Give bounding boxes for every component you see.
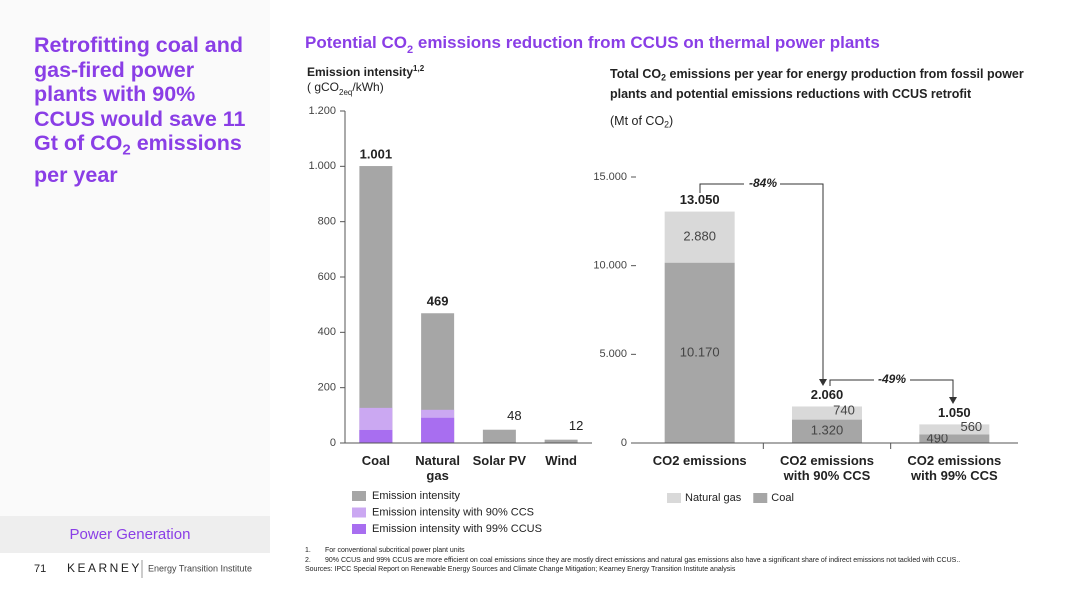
x-tick-label: Coal (361, 453, 390, 468)
value-label: 48 (507, 408, 521, 423)
legend-swatch (352, 507, 366, 518)
legend-swatch (753, 493, 768, 503)
total-label: 13.050 (680, 192, 720, 207)
annotation-bg (744, 177, 780, 191)
bar-segment (664, 262, 735, 443)
y-tick-label: 400 (318, 326, 336, 338)
section-strip (0, 516, 270, 553)
y-tick-label: 800 (318, 216, 336, 228)
x-tick-label: CO2 emissions with 99% CCS (907, 453, 1002, 483)
value-label: 740 (833, 402, 855, 417)
annotation-bg (874, 373, 910, 387)
bar (359, 166, 393, 443)
x-tick-label: Solar PV (472, 453, 527, 468)
footnote-text: 90% CCUS and 99% CCUS are more efficient… (325, 556, 961, 564)
y-tick-label: 0 (330, 437, 336, 449)
footnote: 2. 90% CCUS and 99% CCUS are more efficie… (305, 556, 1065, 566)
footer (0, 553, 270, 607)
subtitle-part: Total CO (610, 67, 662, 81)
footnote-marker: 1. (305, 547, 311, 554)
headline-part: Retrofitting coal and gas-fired power pl… (34, 33, 246, 155)
value-label: 469 (427, 294, 449, 309)
y-tick-label: 5.000 (599, 348, 627, 360)
footnotes: 1. For conventional subcritical power pla… (305, 546, 1065, 575)
subtitle-sub: 2 (661, 72, 667, 83)
y-tick-label: 1.000 (308, 160, 336, 172)
legend-swatch (352, 491, 366, 501)
bar-segment (792, 419, 862, 443)
y-tick-label: 10.000 (593, 260, 627, 272)
chart-subtitle: Total CO2 emissions per year for energy … (610, 66, 1030, 102)
legend-label: Coal (771, 492, 794, 504)
y-tick-label: 1.200 (308, 105, 336, 117)
x-tick-label: CO2 emissions (652, 453, 747, 468)
y-unit: ( gCO2eq/kWh) (307, 80, 384, 96)
legend-label: Emission intensity with 90% CCS (372, 506, 534, 518)
value-label: 10.170 (680, 344, 720, 359)
page-number: 71 (34, 563, 46, 575)
y-tick-label: 0 (621, 437, 627, 449)
footnote-marker: 2. (305, 556, 311, 564)
subtitle-part: emissions per year for energy production… (610, 67, 1024, 101)
unit-sub: 2 (664, 119, 670, 130)
x-tick-label: CO2 emissions with 90% CCS (780, 453, 874, 483)
y-tick-label: 15.000 (593, 171, 627, 183)
title-part: Potential CO (305, 33, 407, 52)
arrow-head (819, 379, 827, 386)
headline: Retrofitting coal and gas-fired power pl… (34, 33, 249, 188)
y-tick-label: 600 (318, 271, 336, 283)
bar (359, 429, 393, 443)
value-label: 1.320 (811, 423, 844, 438)
unit-part: ( gCO (307, 80, 339, 94)
y-label-text: Emission intensity (307, 65, 413, 79)
footnote-text: Sources: IPCC Special Report on Renewabl… (305, 566, 736, 573)
y-label-sup: 1,2 (413, 64, 425, 73)
legend-swatch (352, 524, 366, 534)
bar (421, 417, 455, 443)
legend-label: Emission intensity with 99% CCUS (372, 523, 542, 535)
legend-label: Natural gas (685, 492, 742, 504)
headline-sub: 2 (122, 141, 131, 159)
y-tick-label: 200 (318, 382, 336, 394)
footnote: 1. For conventional subcritical power pla… (305, 546, 1065, 556)
bar (544, 439, 578, 443)
value-label: 2.880 (683, 229, 716, 244)
side-panel (0, 0, 270, 607)
title-sub: 2 (407, 44, 413, 56)
bar-segment (919, 434, 990, 443)
legend-label: Emission intensity (372, 490, 461, 502)
bar (482, 429, 516, 443)
y-label: Emission intensity1,2 (307, 64, 425, 80)
title-part: emissions reduction from CCUS on thermal… (413, 33, 880, 52)
section-label: Power Generation (70, 526, 191, 543)
footnote: Sources: IPCC Special Report on Renewabl… (305, 565, 1065, 575)
x-tick-label: Natural gas (415, 453, 461, 483)
annotation: -49% (878, 372, 906, 386)
y-unit: (Mt of CO2) (610, 114, 673, 130)
total-label: 1.050 (938, 405, 971, 420)
slide-title: Potential CO2 emissions reduction from C… (305, 33, 880, 55)
value-label: 1.001 (360, 146, 393, 161)
total-label: 2.060 (811, 387, 844, 402)
unit-sub: 2eq (339, 88, 352, 97)
unit-part: ) (669, 114, 674, 128)
bar-segment (792, 406, 862, 420)
x-tick-label: Wind (545, 453, 577, 468)
legend-swatch (667, 493, 681, 503)
bar-segment (664, 211, 735, 263)
arrow-head (949, 397, 957, 404)
unit-part: (Mt of CO (610, 114, 665, 128)
value-label: 560 (960, 419, 982, 434)
bar-segment (919, 424, 990, 435)
logo-subtitle: Energy Transition Institute (148, 563, 252, 573)
logo: KEARNEY (67, 561, 142, 575)
value-label: 12 (569, 418, 583, 433)
footnote-text: For conventional subcritical power plant… (325, 547, 465, 554)
unit-part: /kWh) (352, 80, 383, 94)
headline-part: emissions per year (34, 131, 242, 187)
annotation: -84% (749, 176, 777, 190)
